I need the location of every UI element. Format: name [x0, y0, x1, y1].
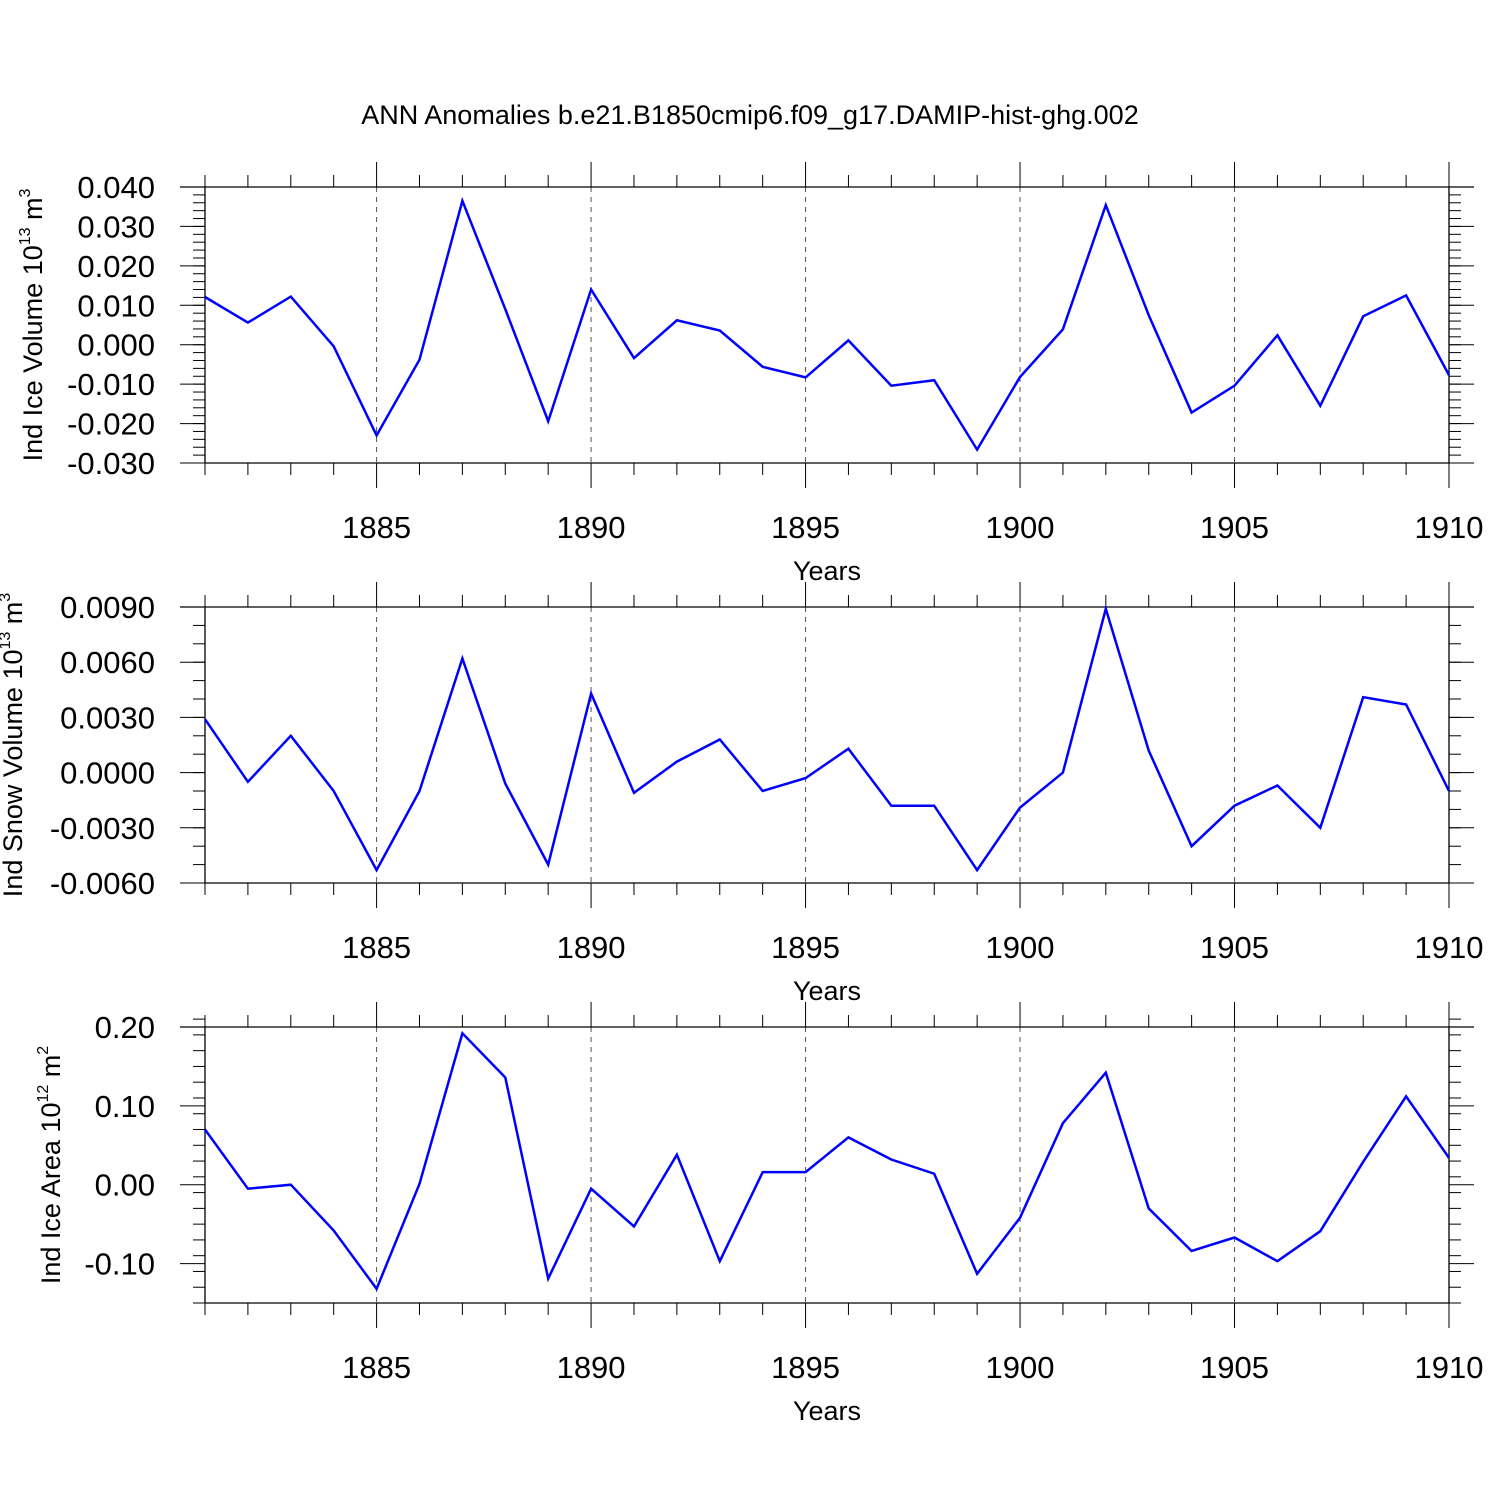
chart-panel-2-y-tick-label: -0.0060: [50, 866, 155, 901]
chart-panel-3-x-axis-title: Years: [793, 1396, 861, 1426]
panels: -0.030 -0.020 -0.010 0.000 0.010 0.020 0.030 0.…: [0, 162, 1483, 1426]
chart-panel-3-y-tick-label: -0.10: [84, 1247, 155, 1282]
chart-panel-1-x-tick-label: 1910: [1415, 510, 1484, 545]
chart-panel-1-x-tick-label: 1885: [342, 510, 411, 545]
chart-panel-1-x-tick-label: 1890: [557, 510, 626, 545]
chart-panel-3-x-tick-label: 1895: [771, 1350, 840, 1385]
chart-panel-2-x-tick-label: 1905: [1200, 930, 1269, 965]
chart-panel-1-y-tick-label: 0.020: [77, 249, 155, 284]
chart-panel-2-y-tick-label: 0.0060: [60, 645, 155, 680]
chart-panel-1-y-tick-label: -0.020: [67, 407, 155, 442]
chart-panel-3-x-tick-label: 1900: [986, 1350, 1055, 1385]
chart-panel-1-y-axis-title: Ind Ice Volume 1013 m3: [17, 188, 48, 461]
chart-panel-1-series-line-1: [204, 196, 1451, 453]
chart-panel-2-y-tick-label: -0.0030: [50, 811, 155, 846]
chart-panel-3-y-axis-title: Ind Ice Area 1012 m2: [35, 1046, 66, 1284]
chart-panel-1-x-tick-label: 1905: [1200, 510, 1269, 545]
chart-panel-1-y-tick-label: 0.030: [77, 209, 155, 244]
chart-panel-2-series-line-1: [203, 604, 1451, 873]
chart-panel-3-y-tick-label: 0.20: [95, 1010, 155, 1045]
chart-panel-1-y-tick-label: -0.030: [67, 446, 155, 481]
chart-panel-1-y-tick-label: -0.010: [67, 367, 155, 402]
chart-panel-3-x-tick-label: 1885: [342, 1350, 411, 1385]
chart-panel-2-x-tick-label: 1910: [1415, 930, 1484, 965]
chart-panel-3-series-line-1: [203, 1030, 1451, 1292]
chart-panel-2-x-tick-label: 1895: [771, 930, 840, 965]
chart-panel-2-y-tick-label: 0.0090: [60, 590, 155, 625]
chart-panel-3-y-tick-label: 0.10: [95, 1089, 155, 1124]
chart-panel-1-y-tick-label: 0.000: [77, 328, 155, 363]
chart-panel-1-y-tick-label: 0.040: [77, 170, 155, 205]
chart-panel-1: -0.030 -0.020 -0.010 0.000 0.010 0.020 0.030 0.…: [17, 162, 1483, 586]
chart-panel-2-x-tick-label: 1885: [342, 930, 411, 965]
chart-panel-2-y-axis-title: Ind Snow Volume 1013 m3: [0, 593, 28, 897]
chart-panel-2-x-axis-title: Years: [793, 976, 861, 1006]
chart-panel-3-y-tick-label: 0.00: [95, 1168, 155, 1203]
chart-panel-2-x-tick-label: 1900: [986, 930, 1055, 965]
chart-panel-2-y-tick-label: 0.0000: [60, 756, 155, 791]
chart-panel-1-y-tick-label: 0.010: [77, 288, 155, 323]
chart-panel-1-x-axis-title: Years: [793, 556, 861, 586]
chart-panel-1-x-tick-label: 1900: [986, 510, 1055, 545]
chart-panel-3-x-tick-label: 1890: [557, 1350, 626, 1385]
chart-panel-2-y-tick-label: 0.0030: [60, 700, 155, 735]
chart-panel-2: -0.0060 -0.0030 0.0000 0.0030 0.0060 0.0090 18…: [0, 582, 1483, 1006]
figure-title: ANN Anomalies b.e21.B1850cmip6.f09_g17.D…: [361, 100, 1138, 130]
chart-panel-3-x-tick-label: 1910: [1415, 1350, 1484, 1385]
chart-panel-3: -0.10 0.00 0.10 0.20 1885 1890 1895 1900 1905 191…: [35, 1002, 1483, 1426]
chart-panel-1-x-tick-label: 1895: [771, 510, 840, 545]
chart-panel-3-x-tick-label: 1905: [1200, 1350, 1269, 1385]
chart-panel-2-x-tick-label: 1890: [557, 930, 626, 965]
